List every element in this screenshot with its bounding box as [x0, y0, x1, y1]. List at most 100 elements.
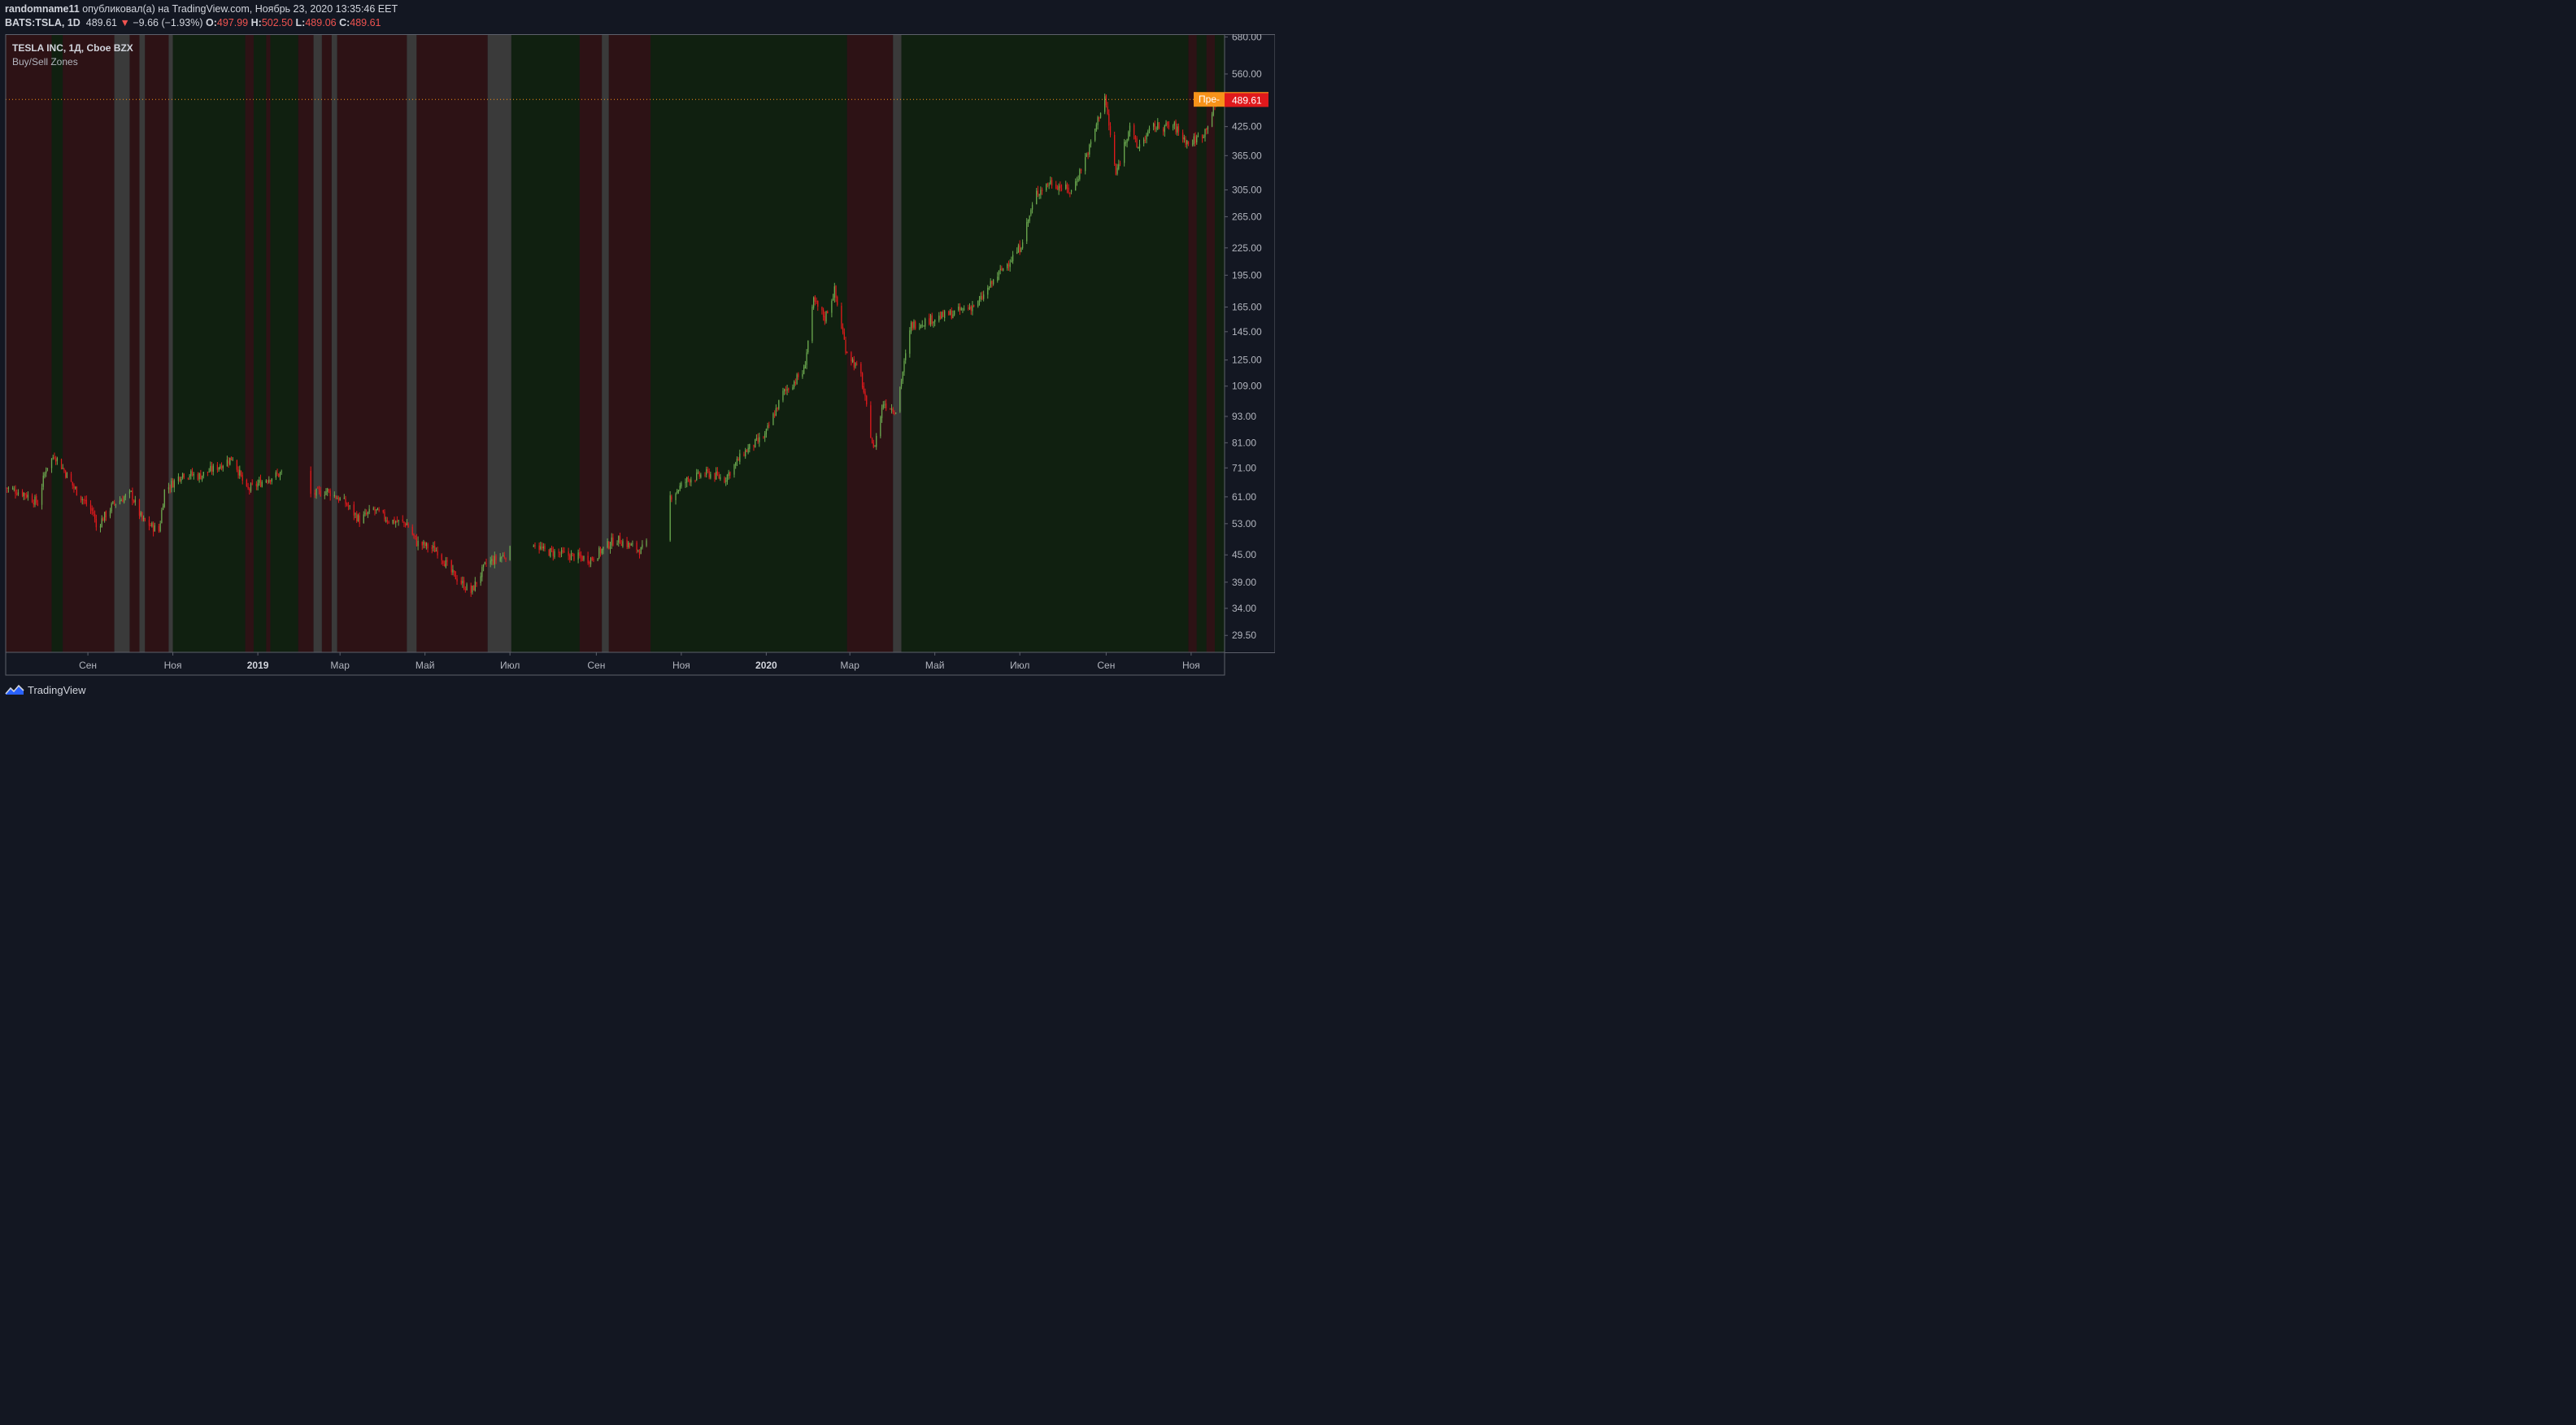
candle-body [179, 477, 181, 482]
candle-body [363, 514, 364, 524]
candle-body [632, 543, 633, 545]
close-value: 489.61 [350, 17, 381, 28]
candle-body [913, 321, 915, 328]
candle-body [1177, 125, 1180, 132]
candle-body [1009, 263, 1011, 268]
publisher-username[interactable]: randomname11 [5, 3, 80, 15]
candle-body [609, 546, 611, 550]
candle-body [749, 443, 751, 449]
candle-body [1086, 154, 1088, 157]
candle-body [554, 551, 555, 558]
candle-body [1125, 142, 1127, 144]
candle-body [638, 551, 641, 556]
candle-body [152, 523, 154, 532]
candle-body [138, 499, 141, 516]
candle-body [1070, 190, 1073, 192]
candle-body [938, 315, 940, 321]
zone-neutral [114, 34, 130, 652]
candle-body [1168, 124, 1170, 128]
price-tick-label: 61.00 [1232, 491, 1256, 503]
time-axis[interactable] [5, 651, 1225, 676]
candle-body [577, 552, 579, 560]
candle-body [464, 589, 466, 590]
candle-body [216, 464, 219, 470]
candle-body [1129, 125, 1131, 133]
footer-brand[interactable]: TradingView [28, 683, 86, 696]
candle-body [704, 474, 706, 476]
candle-body [622, 541, 624, 547]
candle-body [845, 339, 846, 354]
candle-body [686, 477, 688, 483]
time-tick-label: Сен [1097, 660, 1115, 671]
time-tick-label: Май [925, 660, 945, 671]
zone-sell [846, 34, 894, 652]
zone-sell [245, 34, 254, 652]
candle-body [345, 499, 346, 504]
price-tick-label: 225.00 [1232, 242, 1262, 254]
indicator-name[interactable]: Buy/Sell Zones [12, 56, 78, 68]
candle-body [278, 473, 280, 477]
candle-body [1157, 122, 1159, 129]
candle-body [948, 311, 950, 316]
zone-buy [253, 34, 267, 652]
candle-body [505, 558, 507, 560]
candle-body [1016, 251, 1018, 255]
candle-body [257, 483, 259, 487]
tradingview-logo-icon[interactable] [5, 683, 24, 696]
time-tick-label: Июл [1010, 660, 1029, 671]
candle-body [570, 553, 572, 560]
price-tick-label: 560.00 [1232, 68, 1262, 80]
symbol-name[interactable]: BATS:TSLA, 1D [5, 17, 80, 28]
price-axis[interactable] [1224, 34, 1275, 653]
candle-body [1144, 139, 1146, 141]
candle-body [1158, 123, 1160, 129]
candle-body [81, 499, 83, 500]
zone-buy [51, 34, 63, 652]
candle-body [1021, 242, 1024, 249]
candle-body [1065, 184, 1067, 190]
zone-sell [63, 34, 115, 652]
candle-body [890, 407, 893, 411]
candle-body [144, 518, 146, 521]
candle-body [949, 310, 951, 315]
zone-neutral [168, 34, 173, 652]
candle-body [218, 467, 220, 470]
candle-body [923, 325, 925, 327]
candle-body [1040, 190, 1042, 195]
candle-body [573, 554, 575, 560]
candle-body [881, 407, 883, 419]
candle-body [151, 522, 153, 527]
candle-body [628, 542, 629, 548]
candle-body [774, 414, 776, 416]
candle-body [1105, 95, 1107, 106]
prev-close-tag-bg [1194, 92, 1225, 107]
price-tick-label: 365.00 [1232, 150, 1262, 161]
candle-body [415, 535, 416, 537]
candle-body [905, 353, 907, 360]
axes[interactable]: 680.00 560.00 425.00 365.00 305.00 265.00 225.… [5, 34, 1275, 676]
candle-body [1030, 210, 1032, 216]
zone-sell [579, 34, 603, 652]
candle-body [626, 540, 628, 547]
candle-body [1007, 264, 1010, 267]
price-chart[interactable]: 680.00 560.00 425.00 365.00 305.00 265.00 225.… [0, 34, 1275, 677]
candle-body [102, 518, 104, 521]
candle-body [981, 295, 983, 299]
candle-body [168, 487, 170, 490]
candle-body [494, 556, 495, 565]
candle-body [482, 564, 485, 568]
candle-body [591, 557, 593, 560]
candle-body [11, 488, 14, 490]
candle-body [728, 472, 729, 477]
candle-body [356, 513, 358, 521]
zone-buy [270, 34, 298, 652]
candle-body [103, 512, 106, 521]
candle-body [538, 545, 540, 551]
candle-body [831, 300, 833, 313]
zone-sell [416, 34, 488, 652]
candle-body [279, 472, 281, 477]
candle-body [1058, 185, 1060, 190]
candle-body [134, 499, 136, 503]
candle-body [1079, 169, 1081, 180]
candle-body [93, 512, 94, 514]
